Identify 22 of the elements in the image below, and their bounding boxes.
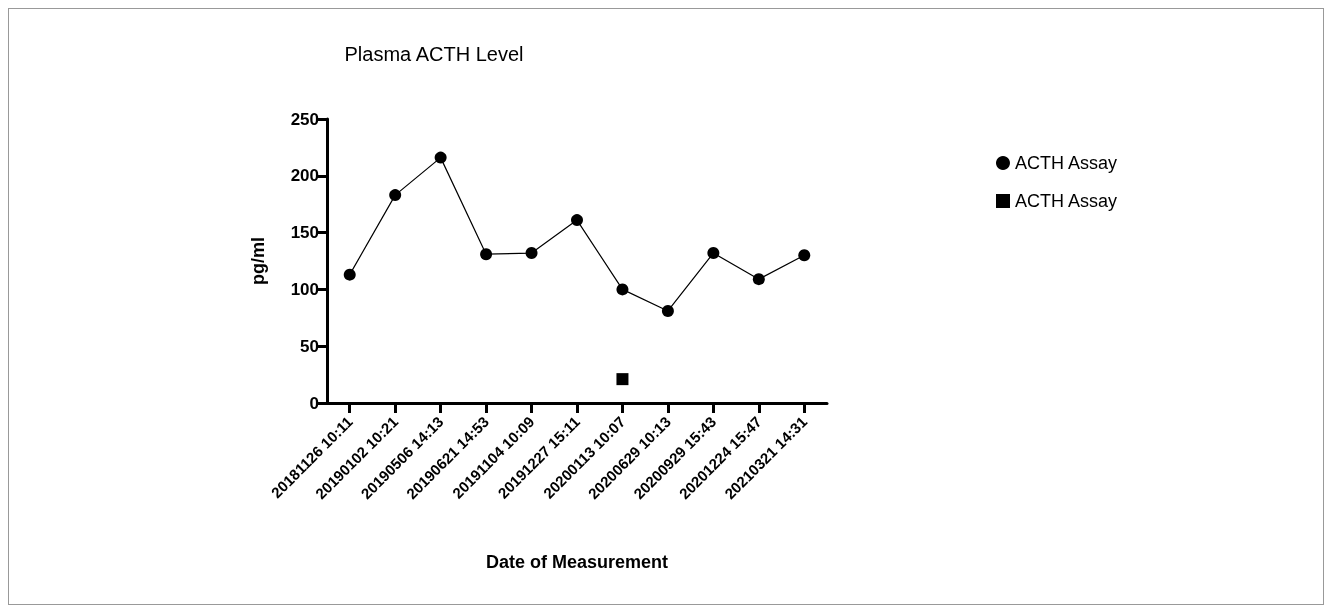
point: [707, 247, 720, 260]
y-tick-label: 50: [300, 336, 319, 356]
y-axis-title: pg/ml: [248, 237, 268, 285]
point: [616, 373, 629, 386]
point: [661, 304, 674, 317]
y-tick-label: 200: [290, 166, 319, 186]
point: [343, 268, 356, 281]
point: [571, 214, 583, 227]
point: [616, 283, 629, 296]
legend-label: ACTH Assay: [1014, 153, 1118, 173]
point: [525, 247, 538, 260]
y-tick-label: 100: [290, 279, 319, 299]
point: [480, 248, 493, 261]
point: [752, 273, 765, 286]
point: [434, 151, 447, 164]
x-axis-title: Date of Measurement: [485, 552, 669, 572]
y-tick-label: 250: [290, 109, 319, 129]
chart-title: Plasma ACTH Level: [344, 43, 524, 65]
point: [389, 189, 402, 202]
point: [798, 249, 811, 262]
y-tick-label: 150: [290, 223, 319, 243]
legend-label: ACTH Assay: [1014, 191, 1118, 211]
